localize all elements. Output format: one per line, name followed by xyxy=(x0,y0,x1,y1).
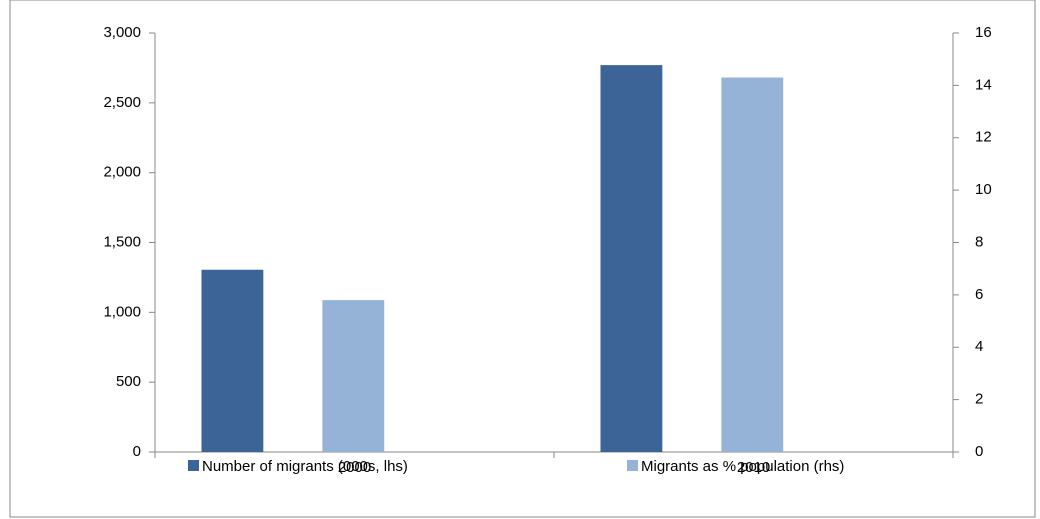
x-tick-label: 2000 xyxy=(338,459,371,476)
y2-tick-label: 16 xyxy=(975,24,992,41)
y2-tick-label: 2 xyxy=(975,391,983,408)
y2-tick-label: 10 xyxy=(975,181,992,198)
bar xyxy=(721,77,784,453)
y-tick-label: 3,000 xyxy=(103,24,141,41)
y2-tick-label: 0 xyxy=(975,443,983,460)
y-tick-label: 1,500 xyxy=(103,233,141,250)
bar xyxy=(201,269,264,452)
y2-tick-label: 12 xyxy=(975,129,992,146)
y2-tick-label: 8 xyxy=(975,233,983,250)
y2-tick-label: 4 xyxy=(975,338,983,355)
bar xyxy=(600,65,663,452)
y-tick-label: 1,000 xyxy=(103,303,141,320)
legend-label: Migrants as % population (rhs) xyxy=(641,458,844,475)
bar xyxy=(322,300,385,452)
y-tick-label: 2,000 xyxy=(103,164,141,181)
chart-border xyxy=(9,0,1036,518)
legend-swatch xyxy=(627,460,638,471)
y2-tick-label: 14 xyxy=(975,76,992,93)
y-tick-label: 2,500 xyxy=(103,94,141,111)
y2-tick-label: 6 xyxy=(975,286,983,303)
y-tick-label: 500 xyxy=(116,373,141,390)
x-tick-label: 2010 xyxy=(737,459,770,476)
legend-label: Number of migrants (000s, lhs) xyxy=(202,458,408,475)
legend-swatch xyxy=(188,460,199,471)
y-tick-label: 0 xyxy=(133,443,141,460)
